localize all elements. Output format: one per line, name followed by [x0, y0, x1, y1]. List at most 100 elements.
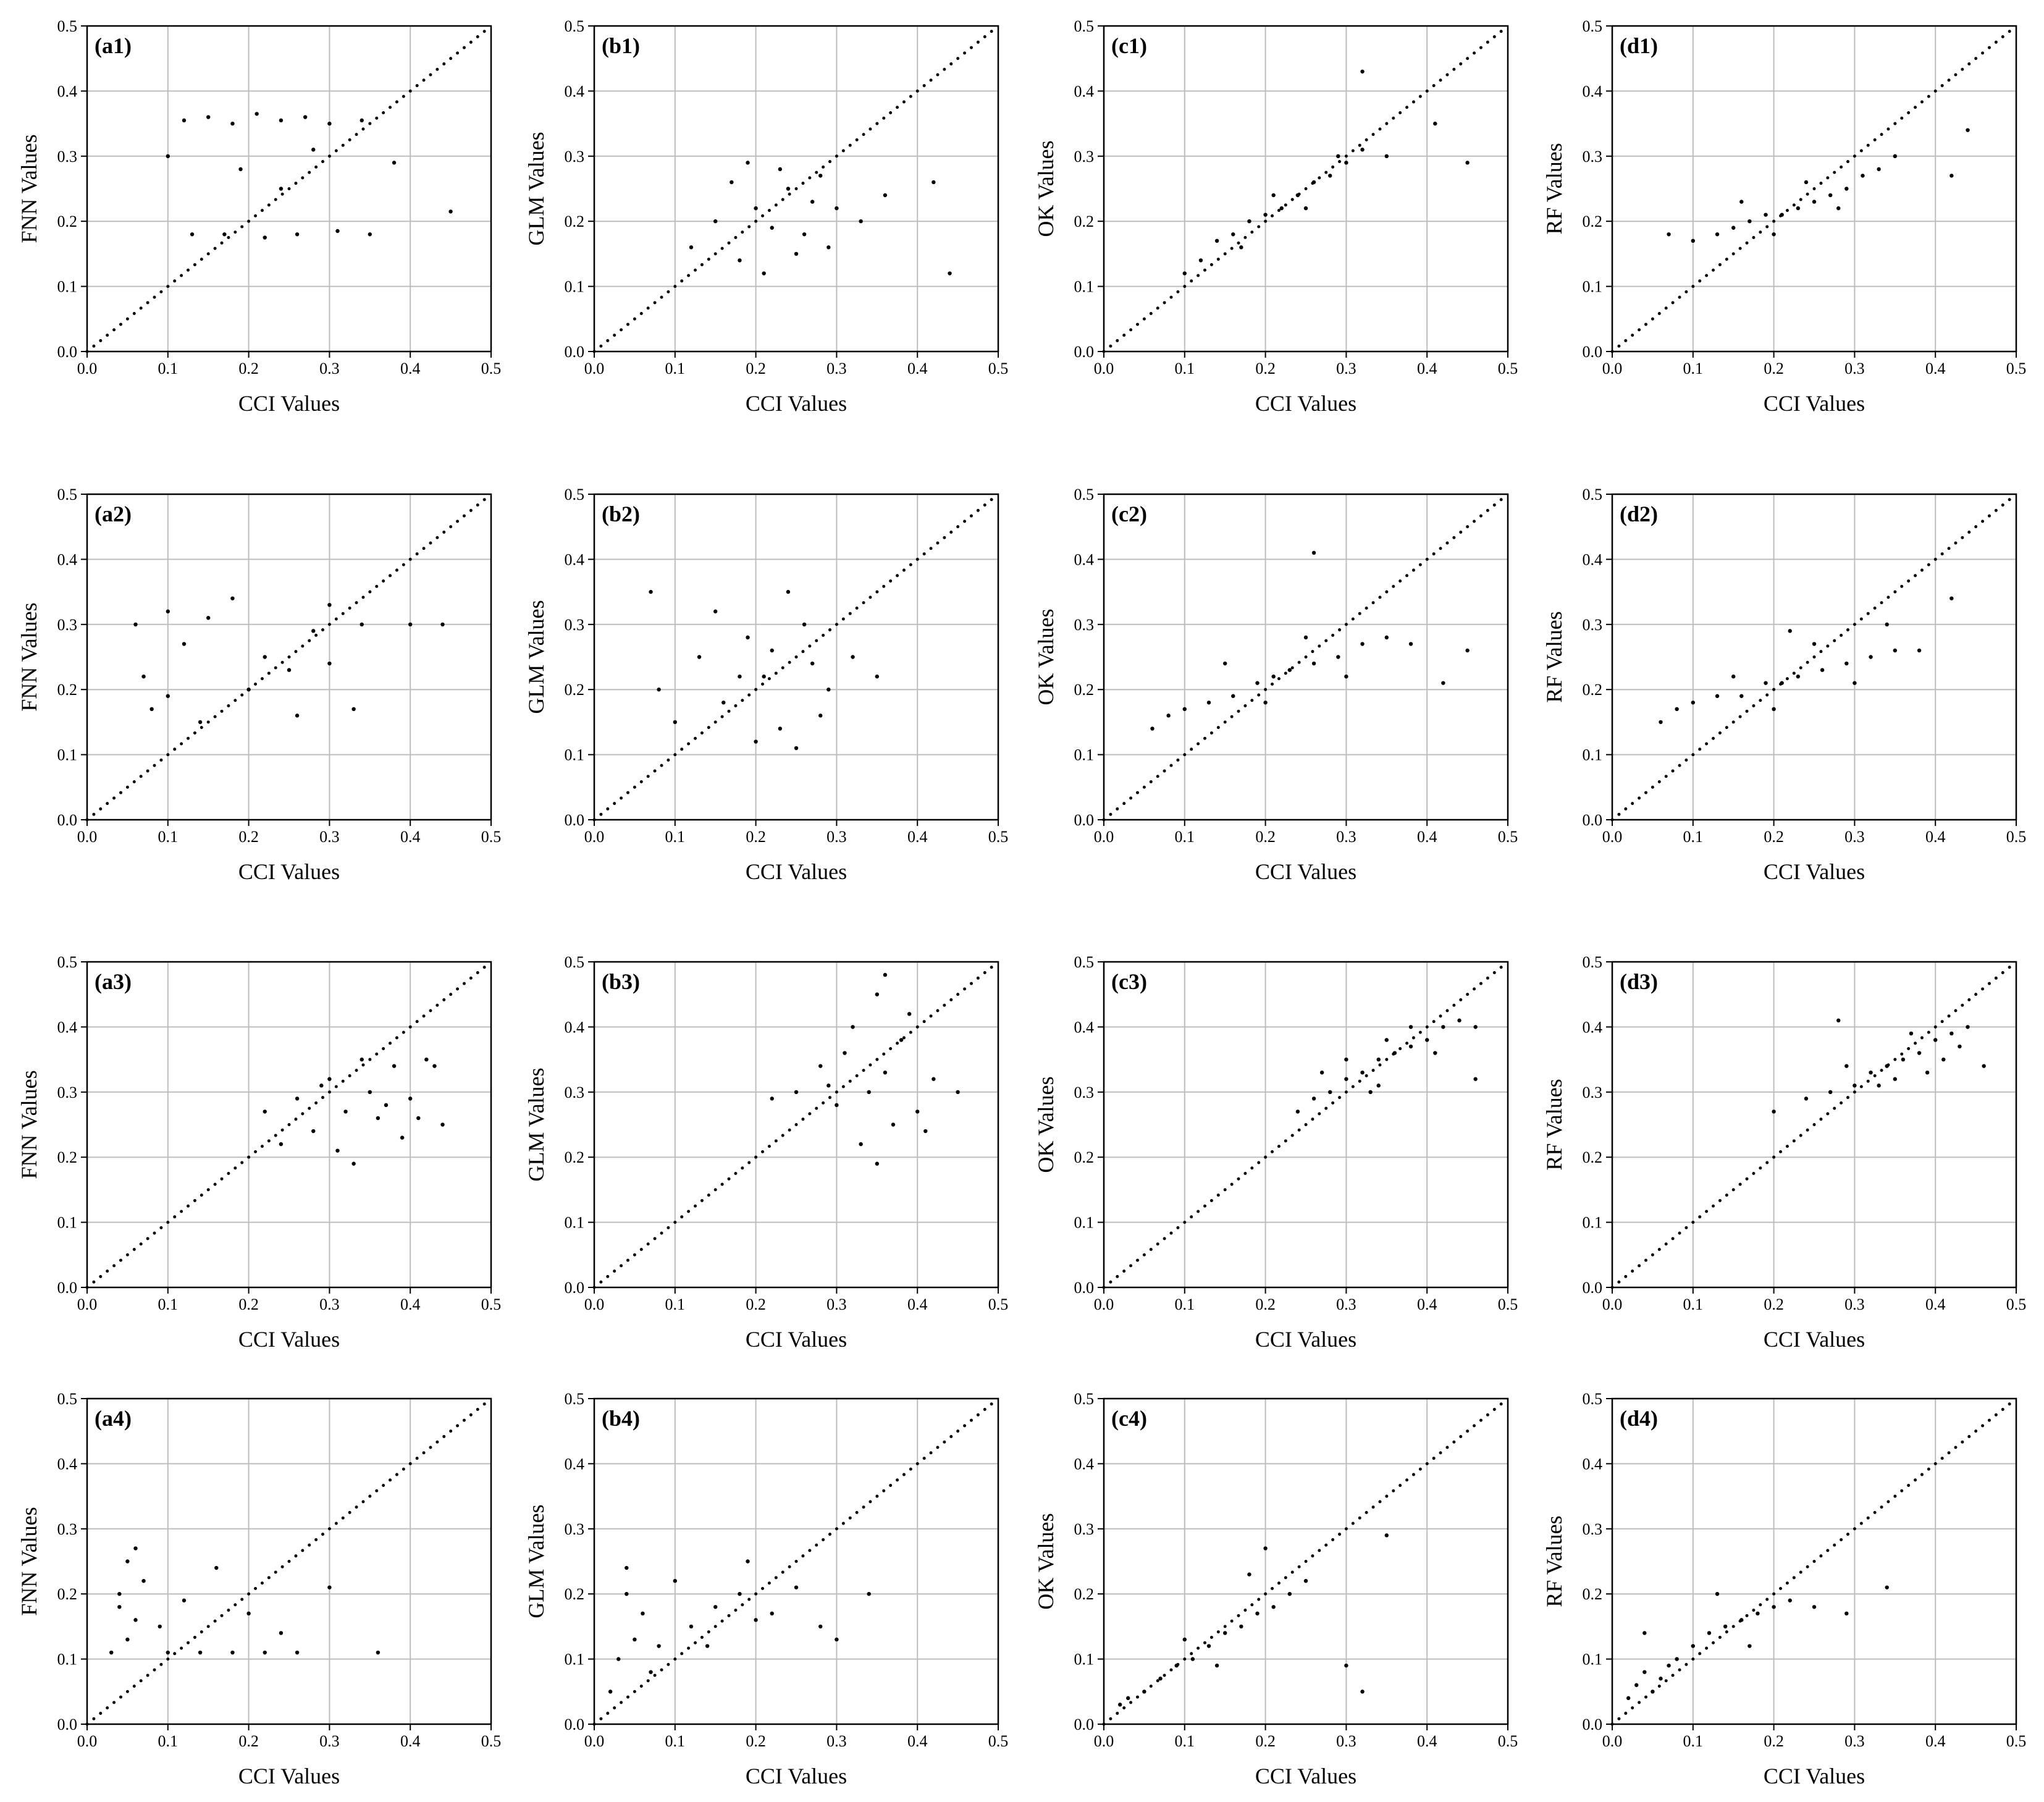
- x-tick-label: 0.2: [238, 360, 259, 377]
- identity-line: [85, 24, 493, 353]
- point: [263, 1650, 267, 1655]
- point: [1804, 1097, 1809, 1101]
- point: [1287, 1592, 1292, 1596]
- point: [810, 200, 815, 204]
- point: [1844, 187, 1849, 191]
- y-tick-label: 0.2: [1074, 213, 1095, 230]
- x-tick-label: 0.5: [1498, 360, 1518, 377]
- x-tick-label: 0.2: [238, 828, 259, 846]
- point: [826, 1084, 831, 1088]
- point: [1812, 200, 1817, 204]
- panel: 0.0 0.1 0.2 0.3 0.4 0.5 0.0 0.1 0.2 0.3 0.4 0.5 (d3)…: [1542, 953, 2026, 1352]
- point: [1376, 1057, 1381, 1062]
- point: [778, 726, 783, 731]
- point: [1917, 648, 1922, 653]
- point: [826, 245, 831, 250]
- y-tick-label: 0.4: [565, 82, 585, 100]
- point: [416, 1116, 421, 1121]
- point: [851, 1025, 855, 1029]
- x-tick-label: 0.4: [907, 1732, 928, 1750]
- point: [1384, 1038, 1389, 1042]
- point: [368, 1090, 372, 1095]
- point: [230, 1650, 235, 1655]
- x-tick-label: 0.4: [400, 828, 421, 846]
- point: [222, 232, 227, 237]
- point: [1642, 1631, 1647, 1635]
- x-tick-label: 0.0: [584, 828, 605, 846]
- point: [738, 1592, 742, 1596]
- x-tick-label: 0.1: [1175, 360, 1195, 377]
- x-tick-label: 0.2: [1255, 360, 1276, 377]
- point: [238, 167, 243, 172]
- point: [1311, 550, 1316, 555]
- y-tick-label: 0.4: [57, 1455, 78, 1473]
- point: [190, 232, 195, 237]
- y-tick-label: 0.1: [57, 1651, 78, 1669]
- panel: 0.0 0.1 0.2 0.3 0.4 0.5 0.0 0.1 0.2 0.3 0.4 0.5 (b3)…: [524, 953, 1008, 1352]
- y-tick-label: 0.4: [1583, 82, 1603, 100]
- point: [1206, 1644, 1211, 1648]
- point: [794, 1585, 799, 1589]
- x-tick-label: 0.5: [988, 1295, 1009, 1313]
- point: [956, 1090, 960, 1095]
- point: [1844, 661, 1849, 666]
- point: [1877, 1084, 1881, 1088]
- y-tick-label: 0.3: [1074, 148, 1095, 166]
- y-tick-label: 0.1: [57, 278, 78, 296]
- panel: 0.0 0.1 0.2 0.3 0.4 0.5 0.0 0.1 0.2 0.3 0.4 0.5 (a2)…: [17, 486, 501, 884]
- point: [246, 1611, 251, 1616]
- y-axis-title: OK Values: [1033, 140, 1058, 237]
- y-tick-label: 0.5: [565, 1390, 585, 1408]
- point: [295, 1650, 300, 1655]
- point: [818, 174, 823, 178]
- y-tick-label: 0.0: [1074, 1716, 1095, 1733]
- point: [448, 209, 453, 214]
- y-tick-label: 0.5: [1074, 1390, 1095, 1408]
- x-tick-label: 0.1: [665, 360, 686, 377]
- x-tick-label: 0.2: [1764, 360, 1784, 377]
- point: [891, 1122, 896, 1127]
- point: [1853, 681, 1857, 685]
- point: [376, 1650, 381, 1655]
- point: [875, 674, 880, 679]
- point: [1166, 714, 1171, 718]
- x-tick-label: 0.2: [746, 360, 766, 377]
- y-tick-label: 0.0: [57, 811, 78, 829]
- point: [1328, 1090, 1332, 1095]
- point: [843, 1051, 847, 1055]
- y-tick-label: 0.0: [57, 1716, 78, 1733]
- point: [424, 1057, 429, 1062]
- x-tick-label: 0.0: [77, 360, 98, 377]
- y-tick-label: 0.1: [57, 746, 78, 764]
- x-tick-label: 0.3: [826, 1732, 847, 1750]
- y-tick-label: 0.2: [565, 1585, 585, 1603]
- point: [1764, 681, 1768, 685]
- x-tick-label: 0.1: [1683, 1295, 1704, 1313]
- point: [1917, 1051, 1922, 1055]
- y-tick-label: 0.4: [1074, 1455, 1095, 1473]
- plot-frame: [1611, 25, 2017, 353]
- y-tick-label: 0.2: [565, 213, 585, 230]
- point: [859, 1142, 863, 1147]
- x-axis-title: CCI Values: [238, 1764, 340, 1788]
- point: [1772, 707, 1776, 712]
- y-tick-label: 0.1: [565, 746, 585, 764]
- x-tick-label: 0.3: [1336, 1732, 1356, 1750]
- point: [1715, 694, 1720, 698]
- point: [915, 1109, 920, 1114]
- point: [311, 629, 316, 633]
- point: [263, 235, 267, 240]
- point: [786, 589, 791, 594]
- point: [1820, 668, 1825, 672]
- x-tick-label: 0.0: [584, 1295, 605, 1313]
- point: [198, 720, 203, 725]
- x-tick-label: 0.1: [158, 1732, 179, 1750]
- point: [689, 245, 694, 250]
- y-tick-label: 0.5: [565, 17, 585, 35]
- x-axis-title: CCI Values: [746, 1327, 847, 1352]
- y-tick-label: 0.5: [1074, 486, 1095, 503]
- point: [360, 622, 364, 626]
- y-axis-title: FNN Values: [17, 134, 41, 243]
- point: [1311, 180, 1316, 185]
- plot-frame: [1611, 1397, 2017, 1725]
